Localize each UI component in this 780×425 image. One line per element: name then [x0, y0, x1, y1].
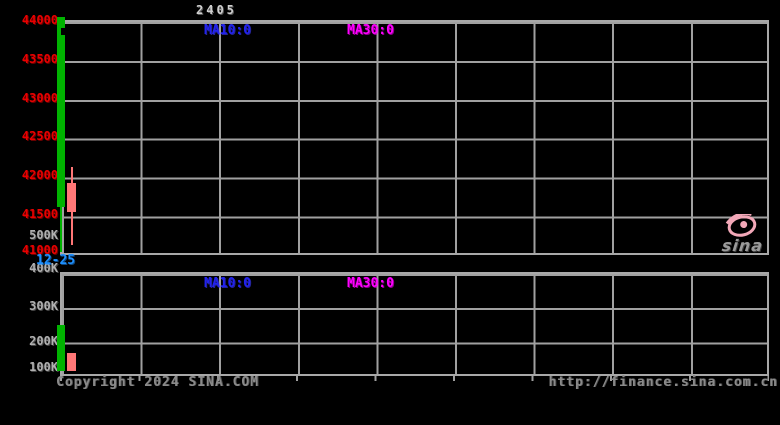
candle-1-body — [57, 17, 65, 207]
candle-1-lower-wick — [60, 207, 62, 252]
source-url-text: http://finance.sina.com.cn — [548, 375, 778, 390]
price-ytick: 41500 — [21, 207, 58, 221]
volume-ytick: 300K — [29, 299, 58, 313]
sina-watermark: sina — [712, 212, 772, 256]
copyright-text: Copyright 2024 SINA.COM — [56, 375, 260, 390]
volume-ytick: 500K — [29, 228, 58, 242]
price-ytick: 43000 — [21, 91, 58, 105]
candle-2-body — [67, 183, 76, 212]
x-axis-ticks — [60, 376, 769, 381]
sina-watermark-text: sina — [721, 236, 765, 255]
candle-1-open-notch — [61, 28, 65, 35]
ma10-label-volume: MA10:0 — [204, 276, 251, 291]
volume-ytick: 400K — [29, 261, 58, 275]
sina-eye-icon — [725, 212, 757, 237]
price-panel-grid — [60, 20, 769, 255]
x-axis-date-label: 12-25 — [36, 253, 76, 268]
ma10-label-price: MA10:0 — [204, 23, 251, 38]
price-ytick: 43500 — [21, 52, 58, 66]
volume-bar-1 — [57, 325, 65, 371]
volume-ytick: 200K — [29, 334, 58, 348]
price-ytick: 44000 — [21, 13, 58, 27]
volume-panel-grid — [60, 272, 769, 376]
ma30-label-price: MA30:0 — [347, 23, 394, 38]
price-ytick: 42000 — [21, 168, 58, 182]
ma30-label-volume: MA30:0 — [347, 276, 394, 291]
chart-title: 2405 — [196, 3, 237, 17]
price-ytick: 41000 — [21, 243, 58, 257]
price-ytick: 42500 — [21, 129, 58, 143]
volume-bar-2 — [67, 353, 76, 371]
volume-ytick: 100K — [29, 360, 58, 374]
